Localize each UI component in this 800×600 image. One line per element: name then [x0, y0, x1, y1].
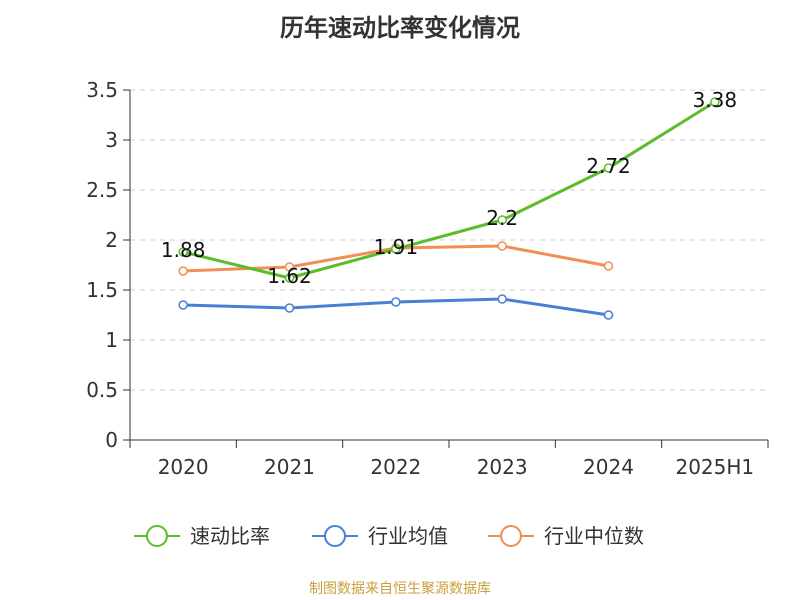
data-labels: 1.88 1.62 1.91 2.2 2.72 3.38 — [161, 88, 737, 288]
y-tick-label: 2 — [105, 228, 118, 252]
data-point — [603, 163, 614, 173]
y-tick-label: 1.5 — [86, 278, 118, 302]
data-label: 3.38 — [693, 88, 738, 112]
data-point — [603, 310, 614, 320]
y-tick-label: 2.5 — [86, 178, 118, 202]
legend-item[interactable]: 行业均值 — [312, 524, 448, 548]
legend-swatch-marker — [500, 525, 522, 547]
y-tick-label: 0 — [105, 428, 118, 452]
data-label: 1.88 — [161, 238, 206, 262]
x-tick-label: 2020 — [158, 455, 209, 479]
x-tick-label: 2025H1 — [675, 455, 754, 479]
data-label: 2.2 — [486, 206, 518, 230]
y-tick-label: 3.5 — [86, 78, 118, 102]
y-tick-label: 1 — [105, 328, 118, 352]
data-point — [284, 303, 295, 313]
data-point — [178, 266, 188, 276]
data-point — [497, 215, 507, 225]
legend-item[interactable]: 行业中位数 — [488, 524, 644, 548]
x-tick-label: 2021 — [264, 455, 315, 479]
x-tick-label: 2022 — [370, 455, 421, 479]
legend-label: 行业均值 — [368, 524, 448, 548]
x-tick-label: 2023 — [477, 455, 528, 479]
legend[interactable]: 速动比率 行业均值 行业中位数 — [134, 524, 644, 548]
legend-label: 行业中位数 — [544, 524, 644, 548]
legend-swatch-marker — [146, 525, 168, 547]
data-label: 1.91 — [374, 235, 419, 259]
y-tick-label: 0.5 — [86, 378, 118, 402]
legend-label: 速动比率 — [190, 524, 270, 548]
legend-item[interactable]: 速动比率 — [134, 524, 270, 548]
data-label: 1.62 — [267, 264, 312, 288]
data-label: 2.72 — [586, 154, 631, 178]
legend-swatch-marker — [324, 525, 346, 547]
x-tick-label: 2024 — [583, 455, 634, 479]
source-note: 制图数据来自恒生聚源数据库 — [309, 581, 491, 597]
series-line — [182, 100, 716, 280]
data-point — [391, 297, 401, 307]
gridlines — [130, 89, 768, 391]
axes: 0 0.5 1 1.5 2 2.5 3 3.5 2020 2021 2022 2023 2024 2025… — [86, 78, 769, 479]
data-point — [497, 241, 507, 251]
y-tick-label: 3 — [105, 128, 118, 152]
data-point — [391, 244, 401, 254]
data-point — [710, 97, 720, 107]
data-point — [178, 247, 188, 257]
data-point — [178, 300, 188, 310]
data-point — [284, 262, 295, 272]
data-point — [284, 273, 295, 283]
data-point — [603, 261, 614, 271]
chart-title: 历年速动比率变化情况 — [280, 14, 520, 42]
series-lines — [178, 97, 720, 320]
data-point — [497, 294, 507, 304]
